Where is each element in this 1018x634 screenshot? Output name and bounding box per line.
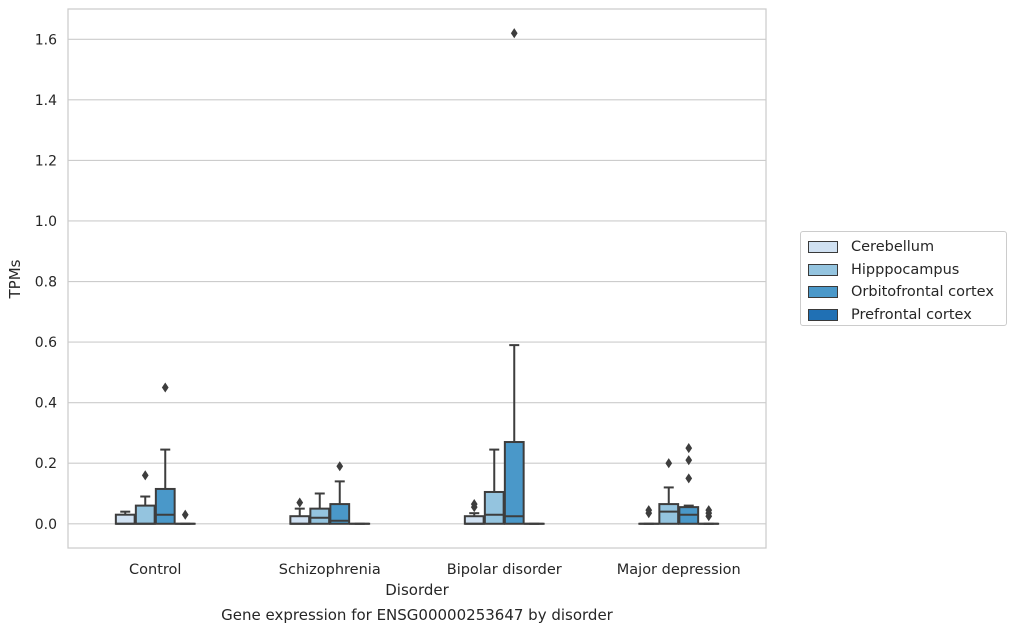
box-iqr (503, 441, 525, 525)
outlier-point (161, 382, 169, 393)
outlier-point (645, 505, 653, 516)
box-hipppocampus (309, 492, 331, 525)
legend-item: Cerebellum (808, 236, 999, 259)
y-tick-label: 0.2 (35, 456, 57, 472)
x-tick-label: Bipolar disorder (447, 562, 562, 578)
box-cerebellum (638, 505, 660, 525)
outlier-point (141, 470, 149, 481)
y-axis-ticks: 0.0 0.2 0.4 0.6 0.8 1.0 1.2 1.4 1.6 (35, 32, 57, 532)
outlier-point (685, 473, 693, 484)
box-iqr (309, 507, 331, 525)
legend-label: Orbitofrontal cortex (851, 284, 994, 301)
legend-item: Orbitofrontal cortex (808, 281, 999, 304)
legend-swatch (808, 308, 838, 321)
legend-item: Hipppocampus (808, 259, 999, 282)
outlier-point (336, 461, 344, 472)
outlier-point (296, 497, 304, 508)
box-iqr (154, 487, 176, 525)
outlier-point (705, 505, 713, 516)
box-cerebellum (114, 510, 136, 525)
box-iqr (134, 504, 156, 525)
y-axis-label: TPMs (6, 259, 24, 299)
box-orbitofrontal-cortex (329, 461, 351, 525)
plot-area-frame (67, 8, 767, 549)
outlier-point (470, 499, 478, 510)
legend-label: Prefrontal cortex (851, 306, 972, 323)
box-iqr (463, 515, 485, 525)
outlier-point (665, 458, 673, 469)
legend-swatch (808, 241, 838, 254)
box-orbitofrontal-cortex (503, 28, 525, 525)
legend-item: Prefrontal cortex (808, 304, 999, 327)
box-cerebellum (289, 497, 311, 525)
x-axis-ticks: Control Schizophrenia Bipolar disorder Majo… (129, 562, 741, 578)
y-tick-label: 1.2 (35, 153, 57, 169)
y-tick-label: 0.8 (35, 275, 57, 291)
box-iqr (114, 513, 136, 525)
box-iqr (289, 515, 311, 525)
y-tick-label: 1.6 (35, 32, 57, 48)
outlier-point (181, 509, 189, 520)
x-tick-label: Control (129, 562, 181, 578)
outlier-point (510, 28, 518, 39)
box-series (114, 28, 720, 525)
box-orbitofrontal-cortex (678, 443, 700, 525)
outlier-point (685, 443, 693, 454)
outlier-point (685, 455, 693, 466)
legend-label: Hipppocampus (851, 261, 960, 278)
box-iqr (483, 490, 505, 525)
figure-caption: Gene expression for ENSG00000253647 by d… (221, 606, 613, 624)
y-tick-label: 1.4 (35, 93, 57, 109)
box-hipppocampus (658, 458, 680, 525)
y-tick-label: 0.0 (35, 517, 57, 533)
box-iqr (329, 503, 351, 525)
legend-swatch (808, 286, 838, 299)
y-tick-label: 0.6 (35, 335, 57, 351)
box-prefrontal-cortex (174, 509, 196, 525)
box-hipppocampus (134, 470, 156, 525)
box-cerebellum (463, 499, 485, 525)
x-axis-label: Disorder (385, 581, 449, 599)
box-hipppocampus (483, 448, 505, 525)
x-tick-label: Schizophrenia (279, 562, 381, 578)
box-iqr (658, 503, 680, 525)
y-tick-label: 1.0 (35, 214, 57, 230)
gridlines (68, 38, 766, 525)
legend-swatch (808, 263, 838, 276)
x-tick-label: Major depression (617, 562, 741, 578)
box-orbitofrontal-cortex (154, 382, 176, 525)
legend: Cerebellum Hipppocampus Orbitofrontal cort… (800, 231, 1007, 326)
legend-label: Cerebellum (851, 239, 935, 256)
y-tick-label: 0.4 (35, 396, 57, 412)
box-prefrontal-cortex (698, 505, 720, 525)
